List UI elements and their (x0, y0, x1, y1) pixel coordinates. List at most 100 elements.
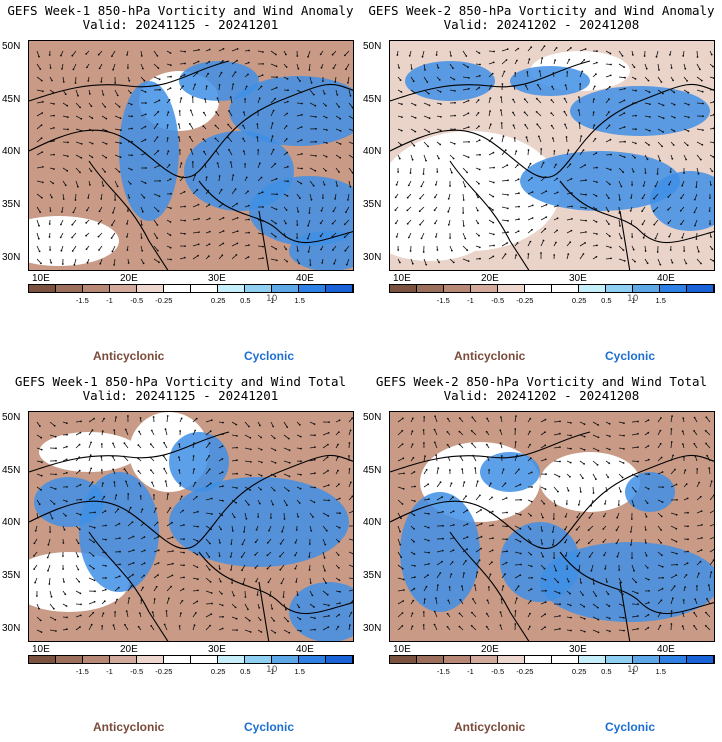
wind-arrow-head (620, 185, 623, 188)
coastline (29, 431, 230, 473)
wind-arrow (436, 572, 441, 579)
wind-arrow-head (73, 263, 76, 266)
wind-arrow (189, 123, 194, 130)
wind-arrow-head (425, 468, 428, 471)
wind-arrow-head (85, 234, 87, 237)
wind-arrow-head (649, 103, 651, 106)
wind-arrow (670, 598, 674, 605)
wind-arrow-head (545, 589, 547, 592)
wind-arrow-head (712, 260, 714, 262)
wind-arrow (397, 564, 403, 570)
wind-arrow-head (559, 432, 561, 435)
wind-arrow-head (485, 430, 488, 433)
wind-arrow (419, 206, 425, 212)
wind-arrow-head (596, 181, 598, 184)
panel-title: GEFS Week-1 850-hPa Vorticity and Wind A… (0, 4, 361, 32)
wind-arrow-head (242, 150, 245, 153)
wind-arrow-head (610, 153, 612, 156)
wind-arrow-head (66, 104, 69, 107)
colorbar-swatch (633, 656, 660, 663)
wind-arrow-head (529, 625, 531, 628)
wind-arrow (514, 610, 516, 618)
wind-arrow (696, 89, 703, 93)
wind-arrow (49, 421, 55, 427)
wind-arrow (163, 455, 168, 462)
wind-arrow (127, 536, 134, 540)
wind-arrow-head (672, 144, 675, 146)
wind-arrow-head (515, 597, 518, 600)
wind-arrow-head (50, 595, 53, 598)
wind-arrow-head (195, 495, 198, 498)
wind-arrow-head (648, 590, 650, 592)
wind-arrow-head (232, 83, 235, 85)
wind-arrow-head (569, 163, 572, 166)
wind-arrow-head (307, 250, 310, 253)
wind-arrow-head (438, 261, 440, 264)
wind-arrow (49, 486, 56, 490)
wind-arrow (696, 258, 702, 264)
colorbar-label: 0.25 (210, 667, 226, 676)
colorbar-label: 1 (270, 667, 275, 676)
wind-arrow-head (196, 578, 199, 581)
wind-arrow-head (102, 184, 105, 187)
latitude-tick-label: 40N (2, 517, 21, 528)
wind-arrow (309, 63, 311, 71)
wind-arrow-head (713, 141, 714, 144)
wind-arrow-head (682, 612, 684, 615)
wind-arrow-head (450, 171, 453, 174)
wind-arrow-head (307, 224, 309, 227)
wind-arrow-head (327, 484, 330, 486)
wind-arrow-head (180, 612, 182, 614)
wind-arrow-head (87, 197, 90, 199)
wind-arrow-head (131, 140, 133, 143)
wind-arrow-head (156, 224, 159, 226)
colorbar (389, 284, 715, 293)
wind-arrow-head (544, 176, 547, 178)
wind-arrow-head (564, 515, 567, 518)
wind-arrow-head (478, 168, 481, 171)
wind-arrow-head (608, 124, 611, 127)
wind-arrow-head (477, 222, 480, 225)
wind-arrow (423, 63, 426, 70)
wind-arrow (88, 564, 95, 569)
wind-arrow (472, 598, 477, 605)
wind-arrow-head (247, 608, 249, 611)
wind-arrow-head (324, 569, 326, 572)
wind-arrow-head (553, 557, 555, 559)
wind-arrow-head (79, 431, 82, 434)
wind-arrow-head (411, 443, 414, 446)
wind-arrow-head (144, 91, 147, 93)
wind-arrow-head (66, 169, 69, 172)
wind-arrow-head (119, 117, 122, 120)
wind-arrow-head (428, 104, 431, 107)
wind-arrow (397, 577, 404, 580)
wind-arrow-head (53, 503, 56, 505)
wind-arrow-head (245, 85, 248, 88)
wind-arrow-head (479, 153, 481, 156)
colorbar-swatch (191, 285, 218, 292)
wind-arrow (153, 63, 159, 69)
wind-arrow-head (571, 218, 573, 220)
wind-arrow-head (595, 478, 597, 481)
wind-arrow-head (517, 585, 520, 588)
wind-arrow-head (151, 481, 153, 484)
wind-arrow-head (441, 496, 444, 498)
wind-arrow-head (394, 209, 397, 212)
wind-arrow-head (113, 481, 116, 483)
wind-arrow (270, 110, 274, 117)
wind-arrow-head (129, 92, 132, 94)
colorbar-label: -0.25 (155, 296, 173, 305)
wind-arrow-head (53, 168, 55, 170)
wind-arrow-head (669, 171, 672, 173)
wind-arrow-head (569, 592, 571, 595)
wind-arrow-head (55, 459, 57, 462)
wind-arrow (270, 123, 273, 130)
wind-arrow-head (114, 611, 116, 613)
wind-arrow-head (659, 442, 662, 445)
wind-arrow-head (54, 488, 57, 490)
legend-anticyclonic: Anticyclonic (454, 349, 526, 363)
wind-arrow (127, 585, 132, 592)
wind-arrow-head (180, 417, 183, 420)
wind-arrow-head (202, 125, 205, 127)
wind-arrow-head (313, 501, 316, 504)
